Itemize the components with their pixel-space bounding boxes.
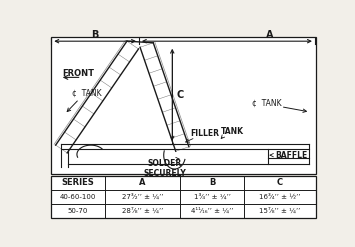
- Text: BAFFLE: BAFFLE: [275, 151, 307, 160]
- Text: C: C: [176, 90, 184, 100]
- Text: 28⁷⁄₈’’ ± ¼’’: 28⁷⁄₈’’ ± ¼’’: [122, 207, 163, 214]
- Text: FRONT: FRONT: [62, 69, 94, 78]
- Text: ¢  TANK: ¢ TANK: [72, 88, 102, 97]
- Text: 40-60-100: 40-60-100: [60, 194, 96, 200]
- Text: A: A: [266, 30, 273, 40]
- Text: C: C: [277, 178, 283, 187]
- Text: TANK: TANK: [221, 127, 244, 136]
- Text: 50-70: 50-70: [67, 207, 88, 214]
- Text: 4¹¹⁄₁₆’’ ± ¼’’: 4¹¹⁄₁₆’’ ± ¼’’: [191, 207, 233, 214]
- Text: SOLDER
SECURELY: SOLDER SECURELY: [143, 159, 186, 178]
- Bar: [50, 37, 316, 174]
- Text: 1³⁄₄’’ ± ¼’’: 1³⁄₄’’ ± ¼’’: [194, 194, 231, 200]
- Text: 27³⁄₂’’ ± ¼’’: 27³⁄₂’’ ± ¼’’: [122, 194, 163, 200]
- Bar: [50, 176, 316, 218]
- Text: FILLER: FILLER: [190, 129, 219, 138]
- Text: SERIES: SERIES: [61, 178, 94, 187]
- Text: ¢  TANK: ¢ TANK: [252, 98, 282, 107]
- Text: B: B: [92, 30, 99, 40]
- Text: 15⁷⁄₈’’ ± ¼’’: 15⁷⁄₈’’ ± ¼’’: [260, 207, 301, 214]
- Text: A: A: [139, 178, 146, 187]
- Text: B: B: [209, 178, 215, 187]
- Text: 16³⁄₄’’ ± ½’’: 16³⁄₄’’ ± ½’’: [259, 194, 301, 200]
